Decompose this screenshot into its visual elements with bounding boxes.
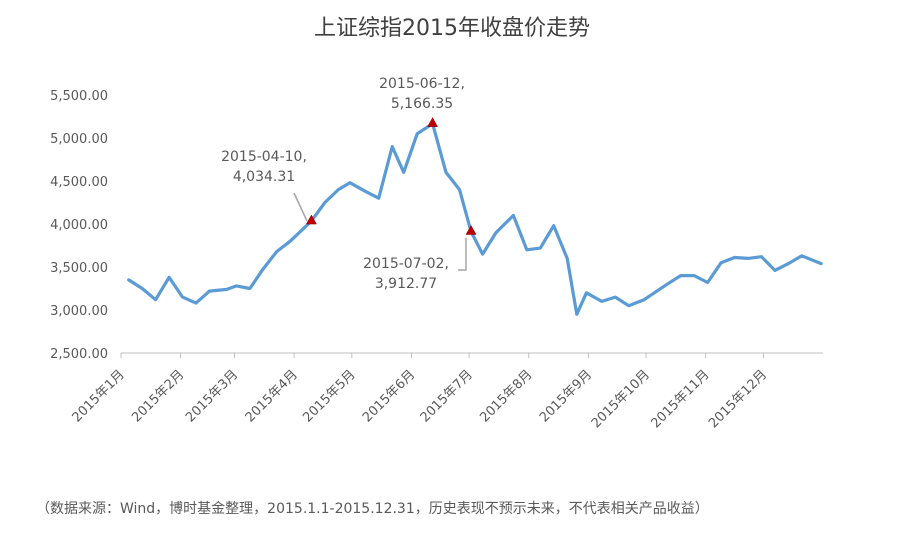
x-tick-label: 2015年9月 <box>537 367 595 425</box>
annotation-date-label: 2015-07-02, <box>363 256 449 272</box>
y-tick-label: 3,000.00 <box>50 304 108 319</box>
annotation-leader-line <box>293 192 308 222</box>
annotation-value-label: 4,034.31 <box>233 169 295 185</box>
x-tick-label: 2015年5月 <box>300 367 358 425</box>
y-tick-label: 5,000.00 <box>50 132 108 147</box>
y-tick-label: 3,500.00 <box>50 261 108 276</box>
y-tick-label: 5,500.00 <box>50 89 108 104</box>
source-note: （数据来源：Wind，博时基金整理，2015.1.1-2015.12.31，历史… <box>36 501 709 517</box>
x-tick-label: 2015年2月 <box>129 367 187 425</box>
annotation-value-label: 3,912.77 <box>375 276 437 292</box>
x-tick-label: 2015年12月 <box>706 367 770 431</box>
annotation-value-label: 5,166.35 <box>391 96 453 112</box>
x-tick-label: 2015年6月 <box>360 367 418 425</box>
y-tick-label: 2,500.00 <box>50 347 108 362</box>
x-tick-label: 2015年8月 <box>477 367 535 425</box>
x-tick-label: 2015年10月 <box>589 367 653 431</box>
annotation-date-label: 2015-04-10, <box>221 149 307 165</box>
y-tick-label: 4,500.00 <box>50 175 108 190</box>
annotation-date-label: 2015-06-12, <box>379 76 465 92</box>
annotation-marker <box>427 117 438 127</box>
chart-title: 上证综指2015年收盘价走势 <box>314 16 590 41</box>
annotation-leader-line <box>458 238 467 271</box>
y-tick-label: 4,000.00 <box>50 218 108 233</box>
x-tick-label: 2015年3月 <box>183 367 241 425</box>
x-tick-label: 2015年11月 <box>648 367 712 431</box>
x-tick-label: 2015年4月 <box>243 367 301 425</box>
x-tick-label: 2015年7月 <box>418 367 476 425</box>
annotation-marker <box>305 214 317 225</box>
x-tick-label: 2015年1月 <box>70 367 128 425</box>
annotation-marker <box>465 224 477 235</box>
